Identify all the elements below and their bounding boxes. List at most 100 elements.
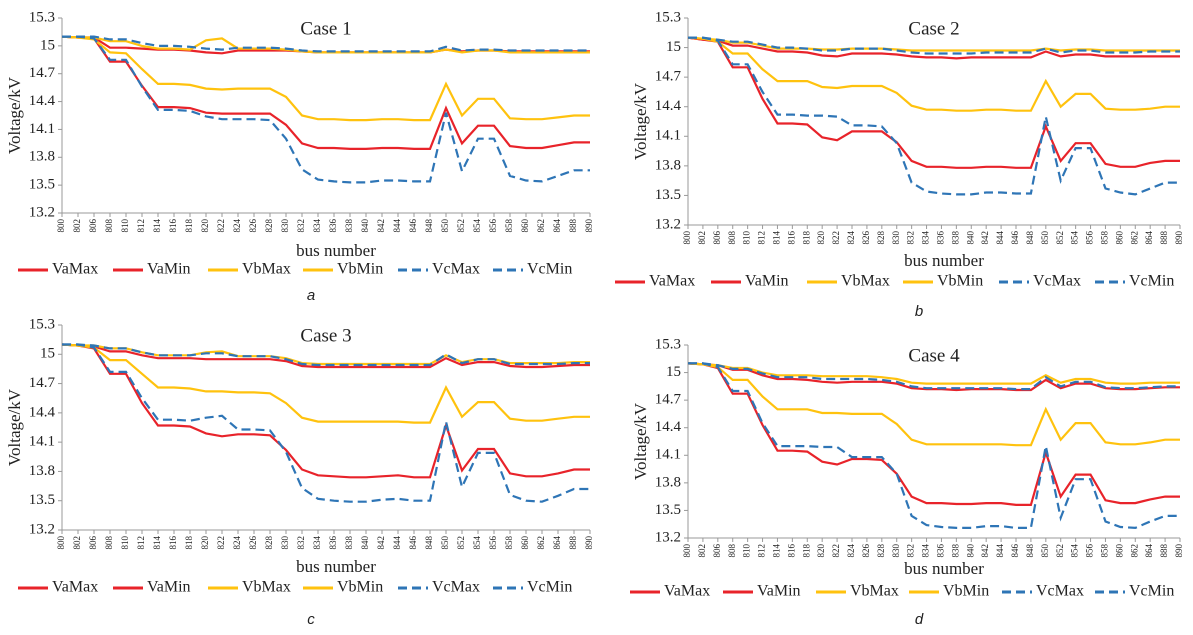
legend-label: VbMax [242,261,291,278]
chart-title: Case 2 [908,18,959,39]
x-tick-label: 842 [376,536,386,550]
x-tick-label: 840 [965,231,975,245]
series-line [687,362,1180,506]
chart-title: Case 4 [908,345,960,366]
x-tick-label: 818 [184,536,194,550]
x-tick-label: 838 [950,544,960,558]
x-tick-label: 802 [72,219,82,233]
series-line [687,362,1180,385]
x-tick-label: 864 [1144,544,1154,558]
x-tick-label: 838 [344,219,354,233]
y-axis-label: Voltage/kV [5,388,24,466]
x-tick-label: 836 [936,231,946,245]
y-tick-label: 14.4 [29,404,56,420]
x-tick-label: 844 [995,231,1005,245]
x-tick-label: 828 [264,219,274,233]
x-tick-label: 814 [772,231,782,245]
x-tick-label: 806 [88,219,98,233]
x-tick-label: 820 [200,536,210,550]
x-tick-label: 858 [1100,544,1110,558]
legend-label: VaMin [745,273,789,290]
y-tick-label: 15.3 [655,9,681,25]
x-tick-label: 802 [697,544,707,558]
x-tick-label: 856 [488,536,498,550]
x-tick-label: 816 [168,536,178,550]
x-tick-label: 890 [1174,544,1184,558]
x-tick-label: 846 [1010,231,1020,245]
series-line [687,36,1180,112]
x-tick-label: 836 [328,219,338,233]
y-tick-label: 14.7 [655,69,682,85]
x-tick-label: 830 [280,219,290,233]
x-tick-label: 806 [88,536,98,550]
x-tick-label: 862 [1129,231,1139,245]
x-tick-label: 862 [536,536,546,550]
legend-label: VcMax [432,261,480,278]
x-tick-label: 852 [456,219,466,233]
x-tick-label: 860 [1114,544,1124,558]
x-tick-label: 856 [1085,231,1095,245]
x-tick-label: 828 [876,231,886,245]
x-tick-label: 856 [1085,544,1095,558]
series-line [61,343,590,369]
x-tick-label: 824 [846,544,856,558]
x-tick-label: 860 [520,219,530,233]
x-tick-label: 822 [831,544,841,558]
y-tick-label: 13.8 [29,149,55,165]
y-tick-label: 14.7 [29,65,56,81]
x-tick-label: 830 [891,544,901,558]
x-tick-label: 840 [360,219,370,233]
x-axis-label: bus number [296,241,376,260]
x-tick-label: 826 [248,536,258,550]
x-tick-label: 888 [1159,231,1169,245]
legend-label: VaMin [147,579,191,596]
legend-label: VaMin [757,583,801,600]
series-line [687,36,1180,60]
series-line [61,35,590,54]
x-tick-label: 816 [786,231,796,245]
legend-label: VbMax [242,579,291,596]
y-axis-label: Voltage/kV [5,76,24,154]
x-tick-label: 862 [1129,544,1139,558]
caption: d [915,611,924,628]
x-tick-label: 844 [392,536,402,550]
legend-label: VcMax [432,579,480,596]
x-tick-label: 852 [1055,544,1065,558]
x-tick-label: 854 [1070,231,1080,245]
legend-label: VbMin [337,579,383,596]
y-tick-label: 15 [666,39,681,55]
x-tick-label: 810 [742,544,752,558]
x-tick-label: 848 [1025,544,1035,558]
x-tick-label: 846 [1010,544,1020,558]
y-tick-label: 15 [666,364,681,380]
y-tick-label: 13.5 [655,187,681,203]
x-tick-label: 840 [965,544,975,558]
x-tick-label: 858 [504,219,514,233]
x-tick-label: 836 [328,536,338,550]
x-tick-label: 800 [56,219,66,233]
x-tick-label: 864 [552,536,562,550]
y-tick-label: 13.5 [29,492,55,508]
chart-panel: 13.2 13.5 13.8 14.1 14.4 14.7 15 15.3 800 802 806 8… [5,316,594,628]
x-tick-label: 852 [456,536,466,550]
x-tick-label: 832 [296,536,306,550]
x-tick-label: 844 [392,219,402,233]
x-tick-label: 852 [1055,231,1065,245]
x-tick-label: 858 [1100,231,1110,245]
series-line [687,362,1180,447]
series-line [688,362,1180,391]
x-tick-label: 816 [168,219,178,233]
x-tick-label: 834 [312,536,322,550]
x-tick-label: 824 [232,219,242,233]
x-tick-label: 814 [152,536,162,550]
x-tick-label: 838 [344,536,354,550]
x-tick-label: 856 [488,219,498,233]
x-tick-label: 806 [712,231,722,245]
x-tick-label: 828 [876,544,886,558]
x-tick-label: 830 [280,536,290,550]
x-tick-label: 888 [1159,544,1169,558]
y-tick-label: 13.8 [29,463,55,479]
x-tick-label: 850 [1040,544,1050,558]
y-tick-label: 14.4 [655,419,682,435]
series-line [62,343,590,503]
